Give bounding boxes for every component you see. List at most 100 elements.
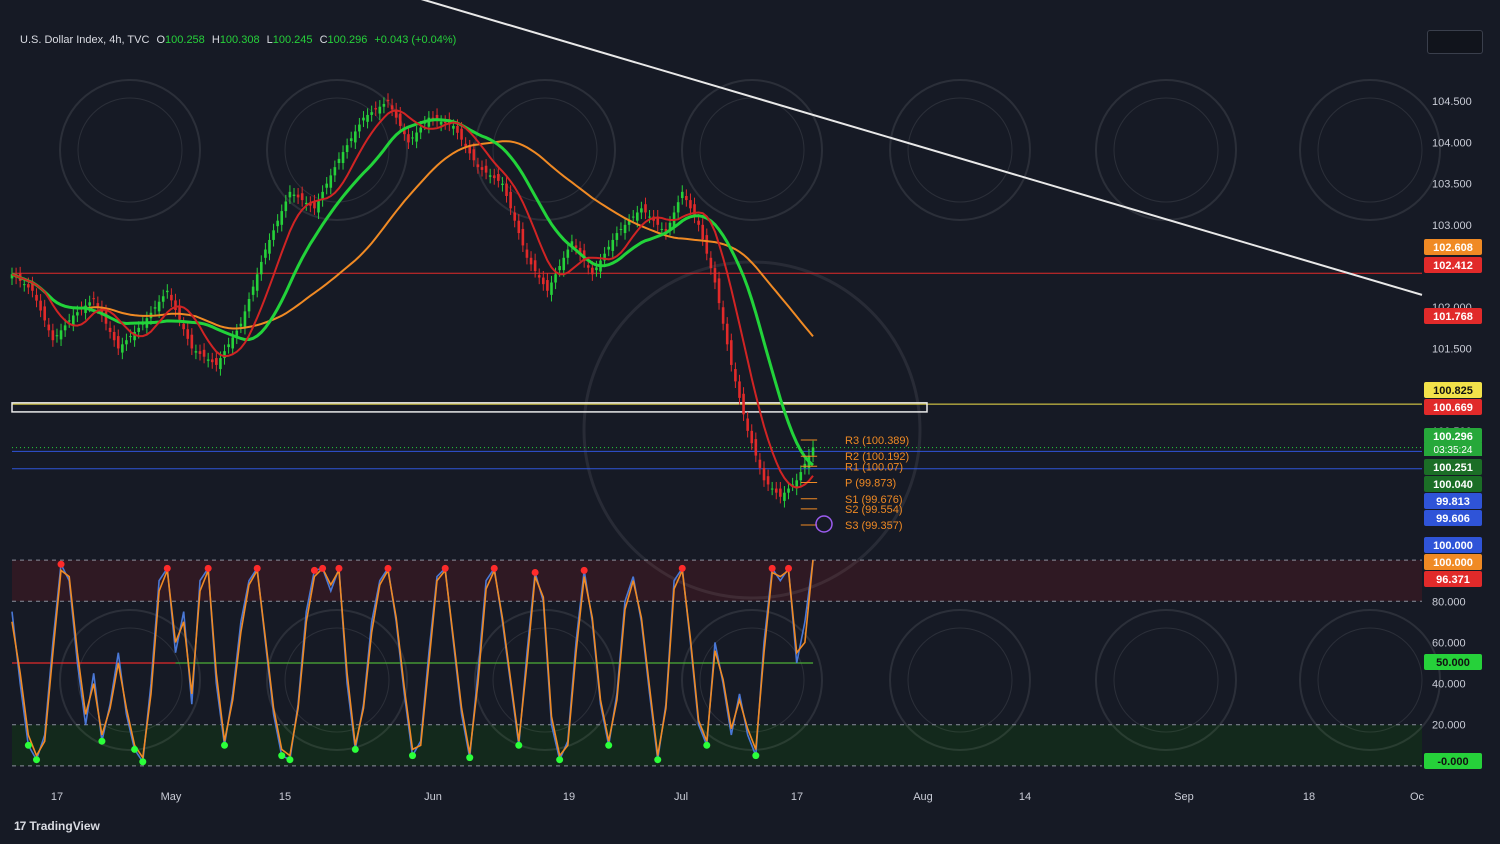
high-label: H	[211, 34, 220, 46]
candle-body	[227, 344, 230, 348]
tradingview-brand[interactable]: 17 TradingView	[14, 819, 100, 833]
candle-body	[799, 472, 803, 481]
watermark-inner-ring	[284, 627, 390, 733]
oversold-dot	[278, 752, 286, 760]
candle-body	[317, 200, 320, 213]
oversold-dot	[286, 756, 294, 764]
candle-body	[468, 146, 472, 154]
oscillator-tag-bg	[1424, 571, 1482, 587]
price-tag: 102.412	[1433, 260, 1473, 272]
candle-body	[419, 127, 422, 133]
candle-body	[529, 257, 533, 265]
oversold-dot	[556, 756, 564, 764]
watermark-ring	[681, 609, 823, 751]
candle-body	[664, 228, 668, 234]
watermark-ring	[59, 79, 201, 221]
candle-body	[27, 284, 30, 288]
candle-body	[63, 325, 67, 331]
candle-body	[96, 303, 100, 308]
time-axis-tick: 14	[1019, 791, 1031, 803]
candle-body	[72, 315, 75, 325]
candle-body	[411, 137, 414, 139]
candle-body	[329, 175, 333, 188]
time-axis-tick: 17	[791, 791, 803, 803]
candle-body	[370, 112, 373, 115]
candle-body	[509, 191, 512, 209]
candle-body	[685, 195, 688, 201]
oscillator-axis-tick: 80.000	[1432, 596, 1466, 608]
candle-body	[374, 108, 378, 110]
candle-body	[734, 369, 737, 382]
candle-body	[161, 296, 165, 302]
candle-body	[67, 320, 71, 322]
oversold-dot	[33, 756, 41, 764]
oversold-dot	[703, 741, 711, 749]
oversold-band	[12, 724, 1422, 766]
price-tag-bg	[1424, 308, 1482, 324]
price-tag-bg	[1424, 257, 1482, 273]
price-axis-tick: 101.500	[1432, 343, 1472, 355]
candle-body	[390, 105, 394, 110]
watermark-ring	[266, 609, 408, 751]
candle-body	[394, 109, 398, 118]
change-value: +0.043 (+0.04%)	[374, 34, 457, 46]
candle-body	[627, 220, 631, 225]
candle-body	[656, 216, 660, 225]
candle-body	[611, 239, 615, 251]
candle-body	[431, 117, 435, 120]
candle-body	[182, 323, 185, 330]
candle-body	[92, 298, 96, 300]
candle-body	[304, 202, 308, 205]
price-tag: 102.608	[1433, 242, 1473, 254]
candle-body	[235, 330, 239, 338]
candle-body	[497, 174, 500, 181]
candle-body	[689, 200, 692, 209]
candle-body	[276, 220, 279, 227]
candle-body	[603, 253, 606, 261]
candle-body	[39, 300, 42, 311]
candle-body	[292, 194, 296, 196]
candle-body	[464, 143, 467, 147]
price-axis-tick: 104.000	[1432, 137, 1472, 149]
time-axis-tick: Oc	[1410, 791, 1425, 803]
watermark-inner-ring	[1317, 97, 1423, 203]
watermark-ring	[1299, 609, 1441, 751]
watermark-inner-ring	[77, 97, 183, 203]
watermark-inner-ring	[492, 97, 598, 203]
candle-body	[100, 307, 104, 316]
candle-body	[546, 280, 549, 291]
price-axis-tick: 103.000	[1432, 220, 1472, 232]
candle-body	[22, 284, 26, 286]
candle-body	[243, 311, 247, 328]
candle-body	[170, 294, 173, 301]
candle-body	[337, 158, 341, 164]
candle-body	[137, 327, 140, 332]
oversold-dot	[139, 758, 147, 766]
oversold-dot	[351, 745, 359, 753]
watermark-ring	[889, 609, 1031, 751]
watermark-inner-ring	[699, 627, 805, 733]
price-tag: 100.669	[1433, 402, 1473, 414]
watermark-ring	[681, 79, 823, 221]
candle-body	[378, 106, 382, 114]
candle-body	[607, 246, 610, 250]
candle-body	[746, 418, 749, 431]
price-tag-bg	[1424, 510, 1482, 526]
candle-body	[586, 265, 590, 268]
price-tag-sub-bg	[1424, 443, 1482, 456]
candle-body	[644, 204, 647, 213]
price-tag-bg	[1424, 399, 1482, 415]
symbol-name[interactable]: U.S. Dollar Index, 4h, TVC	[20, 34, 150, 46]
candle-body	[321, 191, 324, 201]
low-label: L	[266, 34, 273, 46]
overbought-dot	[57, 560, 65, 568]
top-right-control[interactable]	[1427, 30, 1483, 54]
oversold-dot	[98, 737, 106, 745]
watermark-ring	[474, 609, 616, 751]
time-axis-tick: Sep	[1174, 791, 1194, 803]
overbought-dot	[335, 564, 343, 572]
close-value: 100.296	[327, 34, 368, 46]
candle-body	[186, 329, 190, 339]
